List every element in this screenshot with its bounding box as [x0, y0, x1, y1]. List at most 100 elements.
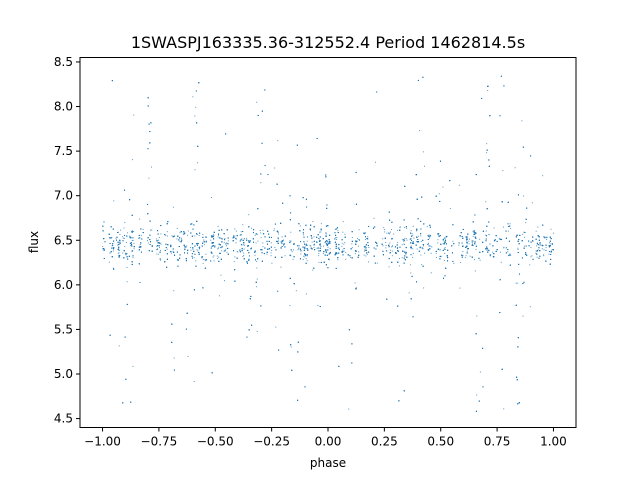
data-point — [487, 90, 489, 92]
data-point — [367, 238, 369, 240]
data-point — [156, 249, 158, 251]
data-point — [306, 254, 308, 256]
data-point — [300, 250, 302, 252]
data-point — [438, 235, 440, 237]
data-point — [277, 243, 279, 245]
data-point — [542, 224, 544, 226]
data-point — [536, 242, 538, 244]
data-point — [257, 208, 259, 210]
data-point — [233, 236, 235, 238]
data-point — [474, 214, 476, 216]
data-point — [166, 235, 168, 237]
data-point — [503, 85, 505, 87]
data-point — [526, 207, 528, 209]
data-point — [277, 290, 279, 292]
data-point — [199, 232, 201, 234]
data-point — [306, 260, 308, 262]
data-point — [413, 237, 415, 239]
data-point — [439, 258, 441, 260]
data-point — [124, 336, 126, 338]
data-point — [514, 167, 516, 169]
data-point — [284, 246, 286, 248]
data-point — [166, 253, 168, 255]
data-point — [329, 251, 331, 253]
data-point — [124, 221, 126, 223]
data-point — [489, 255, 491, 257]
data-point — [536, 256, 538, 258]
data-point — [485, 234, 487, 236]
data-point — [306, 240, 308, 242]
data-point — [523, 195, 525, 197]
data-point — [118, 246, 120, 248]
data-point — [158, 247, 160, 249]
data-point — [311, 248, 313, 250]
data-point — [217, 233, 219, 235]
data-point — [108, 233, 110, 235]
data-point — [241, 238, 243, 240]
data-point — [130, 244, 132, 246]
data-point — [274, 256, 276, 258]
data-point — [255, 260, 257, 262]
data-point — [280, 266, 282, 268]
data-point — [355, 288, 357, 290]
data-point — [342, 231, 344, 233]
data-point — [366, 253, 368, 255]
data-point — [131, 250, 133, 252]
data-point — [131, 237, 133, 239]
data-point — [365, 239, 367, 241]
data-point — [415, 174, 417, 176]
data-point — [113, 268, 115, 270]
data-point — [289, 254, 291, 256]
data-point — [382, 245, 384, 247]
data-point — [485, 238, 487, 240]
data-point — [344, 233, 346, 235]
data-point — [211, 242, 213, 244]
data-point — [193, 224, 195, 226]
data-point — [388, 211, 390, 213]
data-point — [298, 247, 300, 249]
data-point — [405, 253, 407, 255]
data-point — [255, 242, 257, 244]
data-point — [355, 250, 357, 252]
data-point — [327, 267, 329, 269]
data-point — [546, 239, 548, 241]
data-point — [198, 82, 200, 84]
data-point — [440, 243, 442, 245]
data-point — [249, 240, 251, 242]
data-point — [509, 264, 511, 266]
data-point — [467, 248, 469, 250]
data-point — [177, 265, 179, 267]
data-point — [291, 251, 293, 253]
data-point — [465, 246, 467, 248]
data-point — [524, 236, 526, 238]
data-point — [264, 165, 266, 167]
data-point — [525, 245, 527, 247]
data-point — [191, 243, 193, 245]
data-point — [517, 251, 519, 253]
data-point — [147, 203, 149, 205]
data-point — [166, 223, 168, 225]
data-point — [131, 237, 133, 239]
data-point — [304, 243, 306, 245]
data-point — [179, 254, 181, 256]
data-point — [158, 236, 160, 238]
data-point — [172, 250, 174, 252]
data-point — [269, 248, 271, 250]
data-point — [289, 219, 291, 221]
data-point — [219, 237, 221, 239]
data-point — [284, 255, 286, 257]
data-point — [515, 282, 517, 284]
data-point — [216, 255, 218, 257]
data-point — [479, 238, 481, 240]
data-point — [310, 247, 312, 249]
data-point — [503, 408, 505, 410]
data-point — [320, 245, 322, 247]
data-point — [193, 250, 195, 252]
data-point — [335, 245, 337, 247]
data-point — [505, 252, 507, 254]
data-point — [403, 244, 405, 246]
data-point — [320, 228, 322, 230]
data-point — [428, 234, 430, 236]
data-point — [194, 245, 196, 247]
data-point — [266, 251, 268, 253]
